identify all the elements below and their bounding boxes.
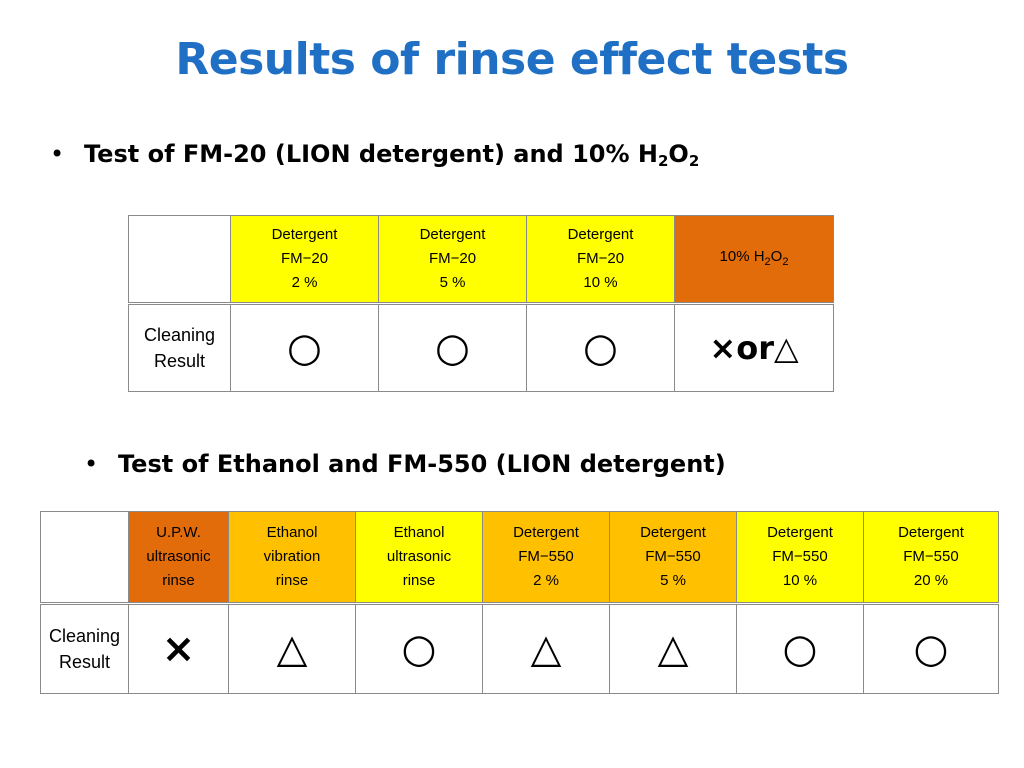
- result-circle-icon: ○: [230, 302, 379, 392]
- subscript: 2: [688, 152, 700, 170]
- header-fm550-2pct: Detergent FM−550 2 %: [482, 511, 610, 604]
- table-header-row: Detergent FM−20 2 % Detergent FM−20 5 % Dete…: [128, 215, 834, 304]
- row-label-cleaning-result: Cleaning Result: [40, 602, 129, 694]
- result-circle-icon: ○: [355, 602, 483, 694]
- bullet-text-o: O: [668, 140, 689, 168]
- fm20-results-table: Detergent FM−20 2 % Detergent FM−20 5 % Dete…: [128, 215, 834, 392]
- row-label-cleaning-result: Cleaning Result: [128, 302, 231, 392]
- table-header-row: U.P.W. ultrasonic rinse Ethanol vibration ri…: [40, 511, 999, 604]
- ethanol-fm550-results-table: U.P.W. ultrasonic rinse Ethanol vibration ri…: [40, 511, 999, 694]
- corner-cell: [40, 511, 129, 604]
- result-triangle-icon: △: [228, 602, 356, 694]
- result-triangle-icon: △: [609, 602, 737, 694]
- bullet-fm20-h2o2: • Test of FM-20 (LION detergent) and 10% …: [50, 140, 699, 170]
- result-circle-icon: ○: [526, 302, 675, 392]
- header-fm550-20pct: Detergent FM−550 20 %: [863, 511, 999, 604]
- result-triangle-icon: △: [482, 602, 610, 694]
- bullet-marker: •: [50, 140, 65, 168]
- subscript: 2: [657, 152, 669, 170]
- header-h2o2-10pct: 10% H2O2: [674, 215, 834, 304]
- header-fm20-10pct: Detergent FM−20 10 %: [526, 215, 675, 304]
- table-row: Cleaning Result × △ ○ △ △ ○ ○: [40, 602, 999, 694]
- bullet-text: Test of FM-20 (LION detergent) and 10% H: [84, 140, 658, 168]
- header-fm20-2pct: Detergent FM−20 2 %: [230, 215, 379, 304]
- table-row: Cleaning Result ○ ○ ○ ×or△: [128, 302, 834, 392]
- result-circle-icon: ○: [378, 302, 527, 392]
- result-cross-or-triangle: ×or△: [674, 302, 834, 392]
- header-fm550-10pct: Detergent FM−550 10 %: [736, 511, 864, 604]
- bullet-ethanol-fm550: • Test of Ethanol and FM-550 (LION deterg…: [84, 450, 726, 478]
- result-cross-icon: ×: [128, 602, 229, 694]
- slide-title: Results of rinse effect tests: [175, 34, 849, 85]
- header-fm550-5pct: Detergent FM−550 5 %: [609, 511, 737, 604]
- bullet-marker: •: [84, 450, 99, 478]
- result-circle-icon: ○: [863, 602, 999, 694]
- corner-cell: [128, 215, 231, 304]
- result-circle-icon: ○: [736, 602, 864, 694]
- header-upw-ultrasonic: U.P.W. ultrasonic rinse: [128, 511, 229, 604]
- header-ethanol-ultrasonic: Ethanol ultrasonic rinse: [355, 511, 483, 604]
- bullet-text: Test of Ethanol and FM-550 (LION deterge…: [118, 450, 726, 478]
- header-ethanol-vibration: Ethanol vibration rinse: [228, 511, 356, 604]
- header-fm20-5pct: Detergent FM−20 5 %: [378, 215, 527, 304]
